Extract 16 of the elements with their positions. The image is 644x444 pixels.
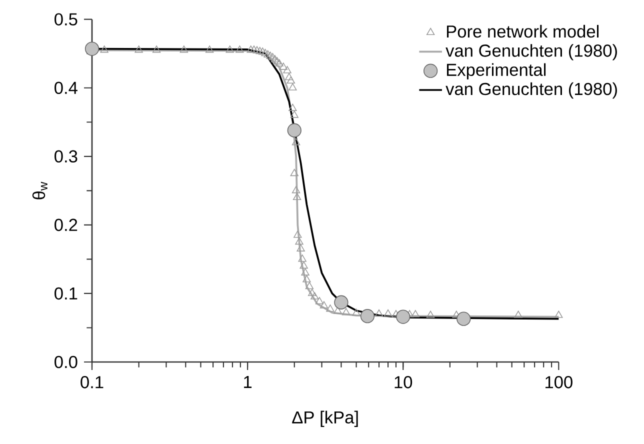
x-axis-title: ΔP [kPa] — [292, 410, 358, 427]
legend-label: Experimental — [446, 63, 546, 80]
y-tick-label: 0.0 — [54, 356, 78, 368]
y-tick-label: 0.3 — [54, 150, 78, 163]
legend-label: van Genuchten (1980) — [446, 82, 617, 99]
x-tick-label: 1 — [244, 376, 252, 388]
y-tick-label: 0.2 — [54, 218, 78, 232]
x-tick-label: 10 — [394, 376, 412, 388]
x-tick-label: 0.1 — [80, 376, 104, 388]
x-tick-label: 100 — [546, 376, 572, 388]
y-axis-title: θ$_{w}$ — [32, 182, 48, 200]
legend-label: Pore network model — [446, 24, 599, 38]
legend-label: van Genuchten (1980) — [446, 44, 617, 60]
y-tick-label: 0.4 — [54, 82, 78, 94]
y-tick-label: 0.5 — [54, 13, 78, 26]
y-tick-label: 0.1 — [54, 287, 78, 300]
